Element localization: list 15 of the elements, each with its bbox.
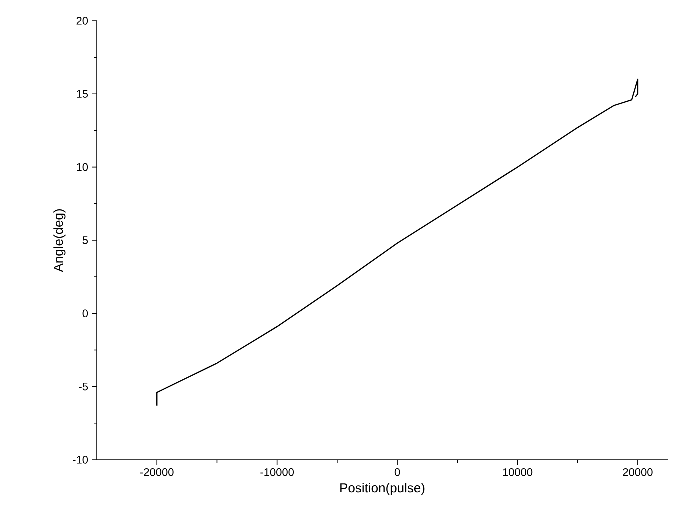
line-series <box>156 78 639 406</box>
x-tick-label: 20000 <box>623 468 653 476</box>
y-tick-label: -10 <box>73 456 88 464</box>
x-tick-label: 10000 <box>503 468 533 476</box>
x-tick-label: -10000 <box>260 468 294 476</box>
y-axis-title: Angle(deg) <box>54 210 66 272</box>
y-tick-label: 5 <box>82 236 88 244</box>
x-axis-title: Position(pulse) <box>340 483 425 496</box>
x-tick-label: 0 <box>394 468 400 476</box>
x-tick-label: -20000 <box>140 468 174 476</box>
y-tick-label: 20 <box>76 17 88 25</box>
y-tick-label: 15 <box>77 90 88 98</box>
y-tick-label: 0 <box>82 310 88 318</box>
y-tick-label: -5 <box>79 382 88 391</box>
y-tick-label: 10 <box>77 163 88 172</box>
